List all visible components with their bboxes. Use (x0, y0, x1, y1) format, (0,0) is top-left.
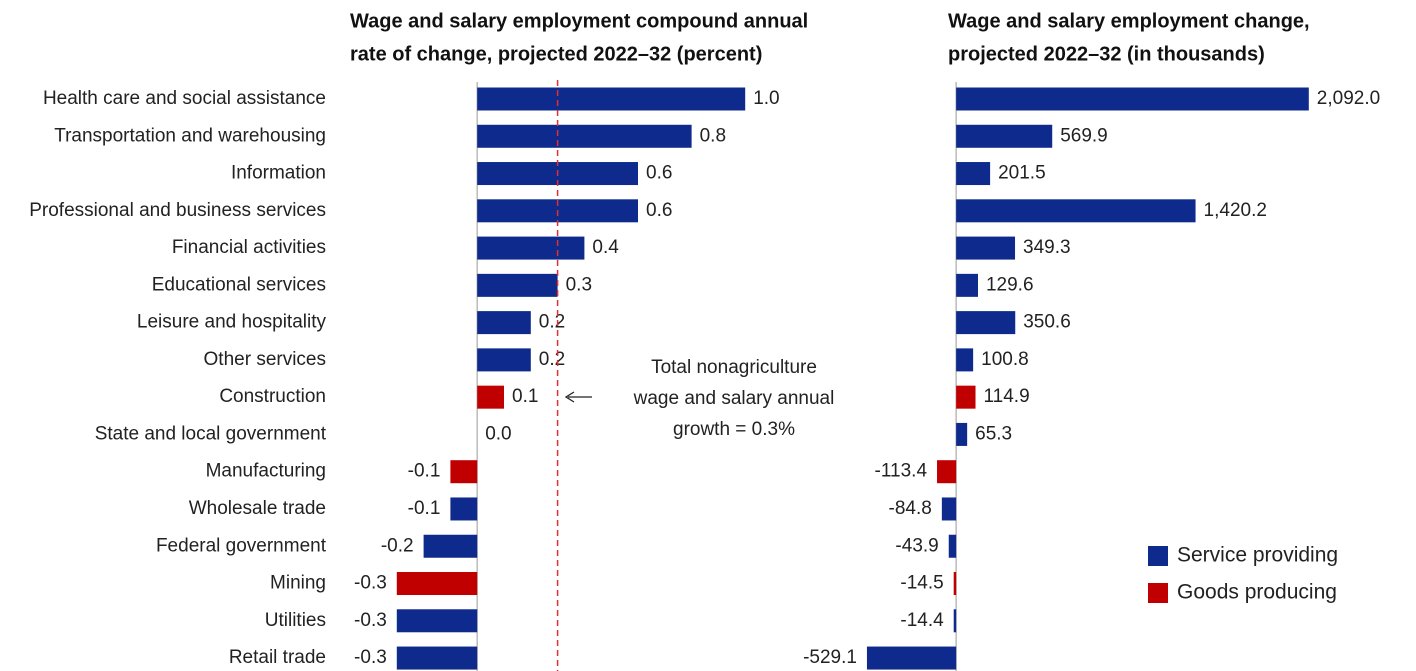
value-label: -529.1 (803, 647, 857, 668)
legend-swatch (1148, 546, 1168, 566)
category-label: Construction (219, 386, 326, 407)
bar (956, 162, 991, 186)
value-label: 2,092.0 (1317, 88, 1380, 109)
bar (953, 609, 957, 633)
value-label: 0.0 (485, 423, 511, 444)
value-label: -0.3 (354, 610, 387, 631)
legend-label: Service providing (1177, 544, 1338, 567)
legend-label: Goods producing (1177, 581, 1337, 604)
value-label: -0.1 (408, 461, 441, 482)
category-label: Mining (270, 573, 326, 594)
value-label: 0.6 (646, 200, 672, 221)
chart-title: Wage and salary employment change, (948, 10, 1310, 32)
value-label: -14.5 (900, 573, 943, 594)
value-label: -0.3 (354, 647, 387, 668)
value-label: -0.2 (381, 535, 414, 556)
value-label: -14.4 (900, 610, 944, 631)
category-label: Federal government (156, 535, 327, 556)
bar (941, 497, 957, 521)
bar (956, 422, 968, 446)
value-label: 114.9 (984, 386, 1030, 407)
category-label: Health care and social assistance (43, 88, 326, 109)
bar (956, 385, 976, 409)
value-label: 0.6 (646, 163, 672, 184)
value-label: 349.3 (1023, 237, 1071, 258)
bar (477, 87, 746, 111)
bar (396, 572, 478, 596)
bar (956, 124, 1053, 148)
category-label: Manufacturing (206, 461, 326, 482)
value-label: 1.0 (753, 88, 779, 109)
category-label: Information (231, 163, 326, 184)
annotation: wage and salary annual (633, 388, 835, 409)
bar (423, 534, 478, 558)
bar (956, 87, 1309, 111)
bar (956, 273, 978, 297)
bar (937, 460, 957, 484)
bar (396, 646, 478, 670)
bar (477, 236, 585, 260)
value-label: 0.8 (700, 125, 726, 146)
category-label: Other services (204, 349, 326, 370)
category-label: Transportation and warehousing (54, 125, 326, 146)
value-label: 0.2 (539, 349, 565, 370)
bar (396, 609, 478, 633)
value-label: 350.6 (1023, 312, 1071, 333)
value-label: 201.5 (998, 163, 1046, 184)
value-label: 0.2 (539, 312, 565, 333)
category-label: Financial activities (172, 237, 326, 258)
value-label: -84.8 (889, 498, 932, 519)
bar (477, 348, 531, 372)
value-label: 100.8 (981, 349, 1029, 370)
value-label: 0.4 (592, 237, 619, 258)
category-label: Educational services (152, 274, 326, 295)
value-label: 129.6 (986, 274, 1034, 295)
category-label: Retail trade (229, 647, 326, 668)
value-label: -0.1 (408, 498, 441, 519)
value-label: -113.4 (875, 461, 928, 482)
bar (956, 311, 1016, 335)
value-label: 569.9 (1060, 125, 1108, 146)
bar (477, 124, 692, 148)
annotation: growth = 0.3% (673, 419, 795, 440)
category-label: Wholesale trade (189, 498, 326, 519)
bar (450, 497, 478, 521)
annotation: Total nonagriculture (651, 357, 817, 378)
value-label: 65.3 (975, 423, 1012, 444)
value-label: -43.9 (895, 535, 938, 556)
value-label: 1,420.2 (1204, 200, 1267, 221)
category-label: Leisure and hospitality (137, 312, 327, 333)
legend-swatch (1148, 583, 1168, 603)
bar (956, 199, 1196, 223)
bar (956, 236, 1016, 260)
chart-title: rate of change, projected 2022–32 (perce… (350, 43, 762, 65)
bar (948, 534, 957, 558)
category-label: State and local government (95, 423, 327, 444)
value-label: 0.3 (566, 274, 592, 295)
bar (477, 273, 558, 297)
bar (450, 460, 478, 484)
category-label: Utilities (265, 610, 326, 631)
value-label: -0.3 (354, 573, 387, 594)
value-label: 0.1 (512, 386, 538, 407)
bar (477, 385, 504, 409)
bar (477, 311, 531, 335)
bar (866, 646, 957, 670)
chart-title: Wage and salary employment compound annu… (350, 10, 808, 32)
chart-title: projected 2022–32 (in thousands) (948, 43, 1265, 65)
arrow-head (564, 391, 575, 403)
bar (953, 572, 957, 596)
bar (956, 348, 974, 372)
category-label: Professional and business services (29, 200, 326, 221)
